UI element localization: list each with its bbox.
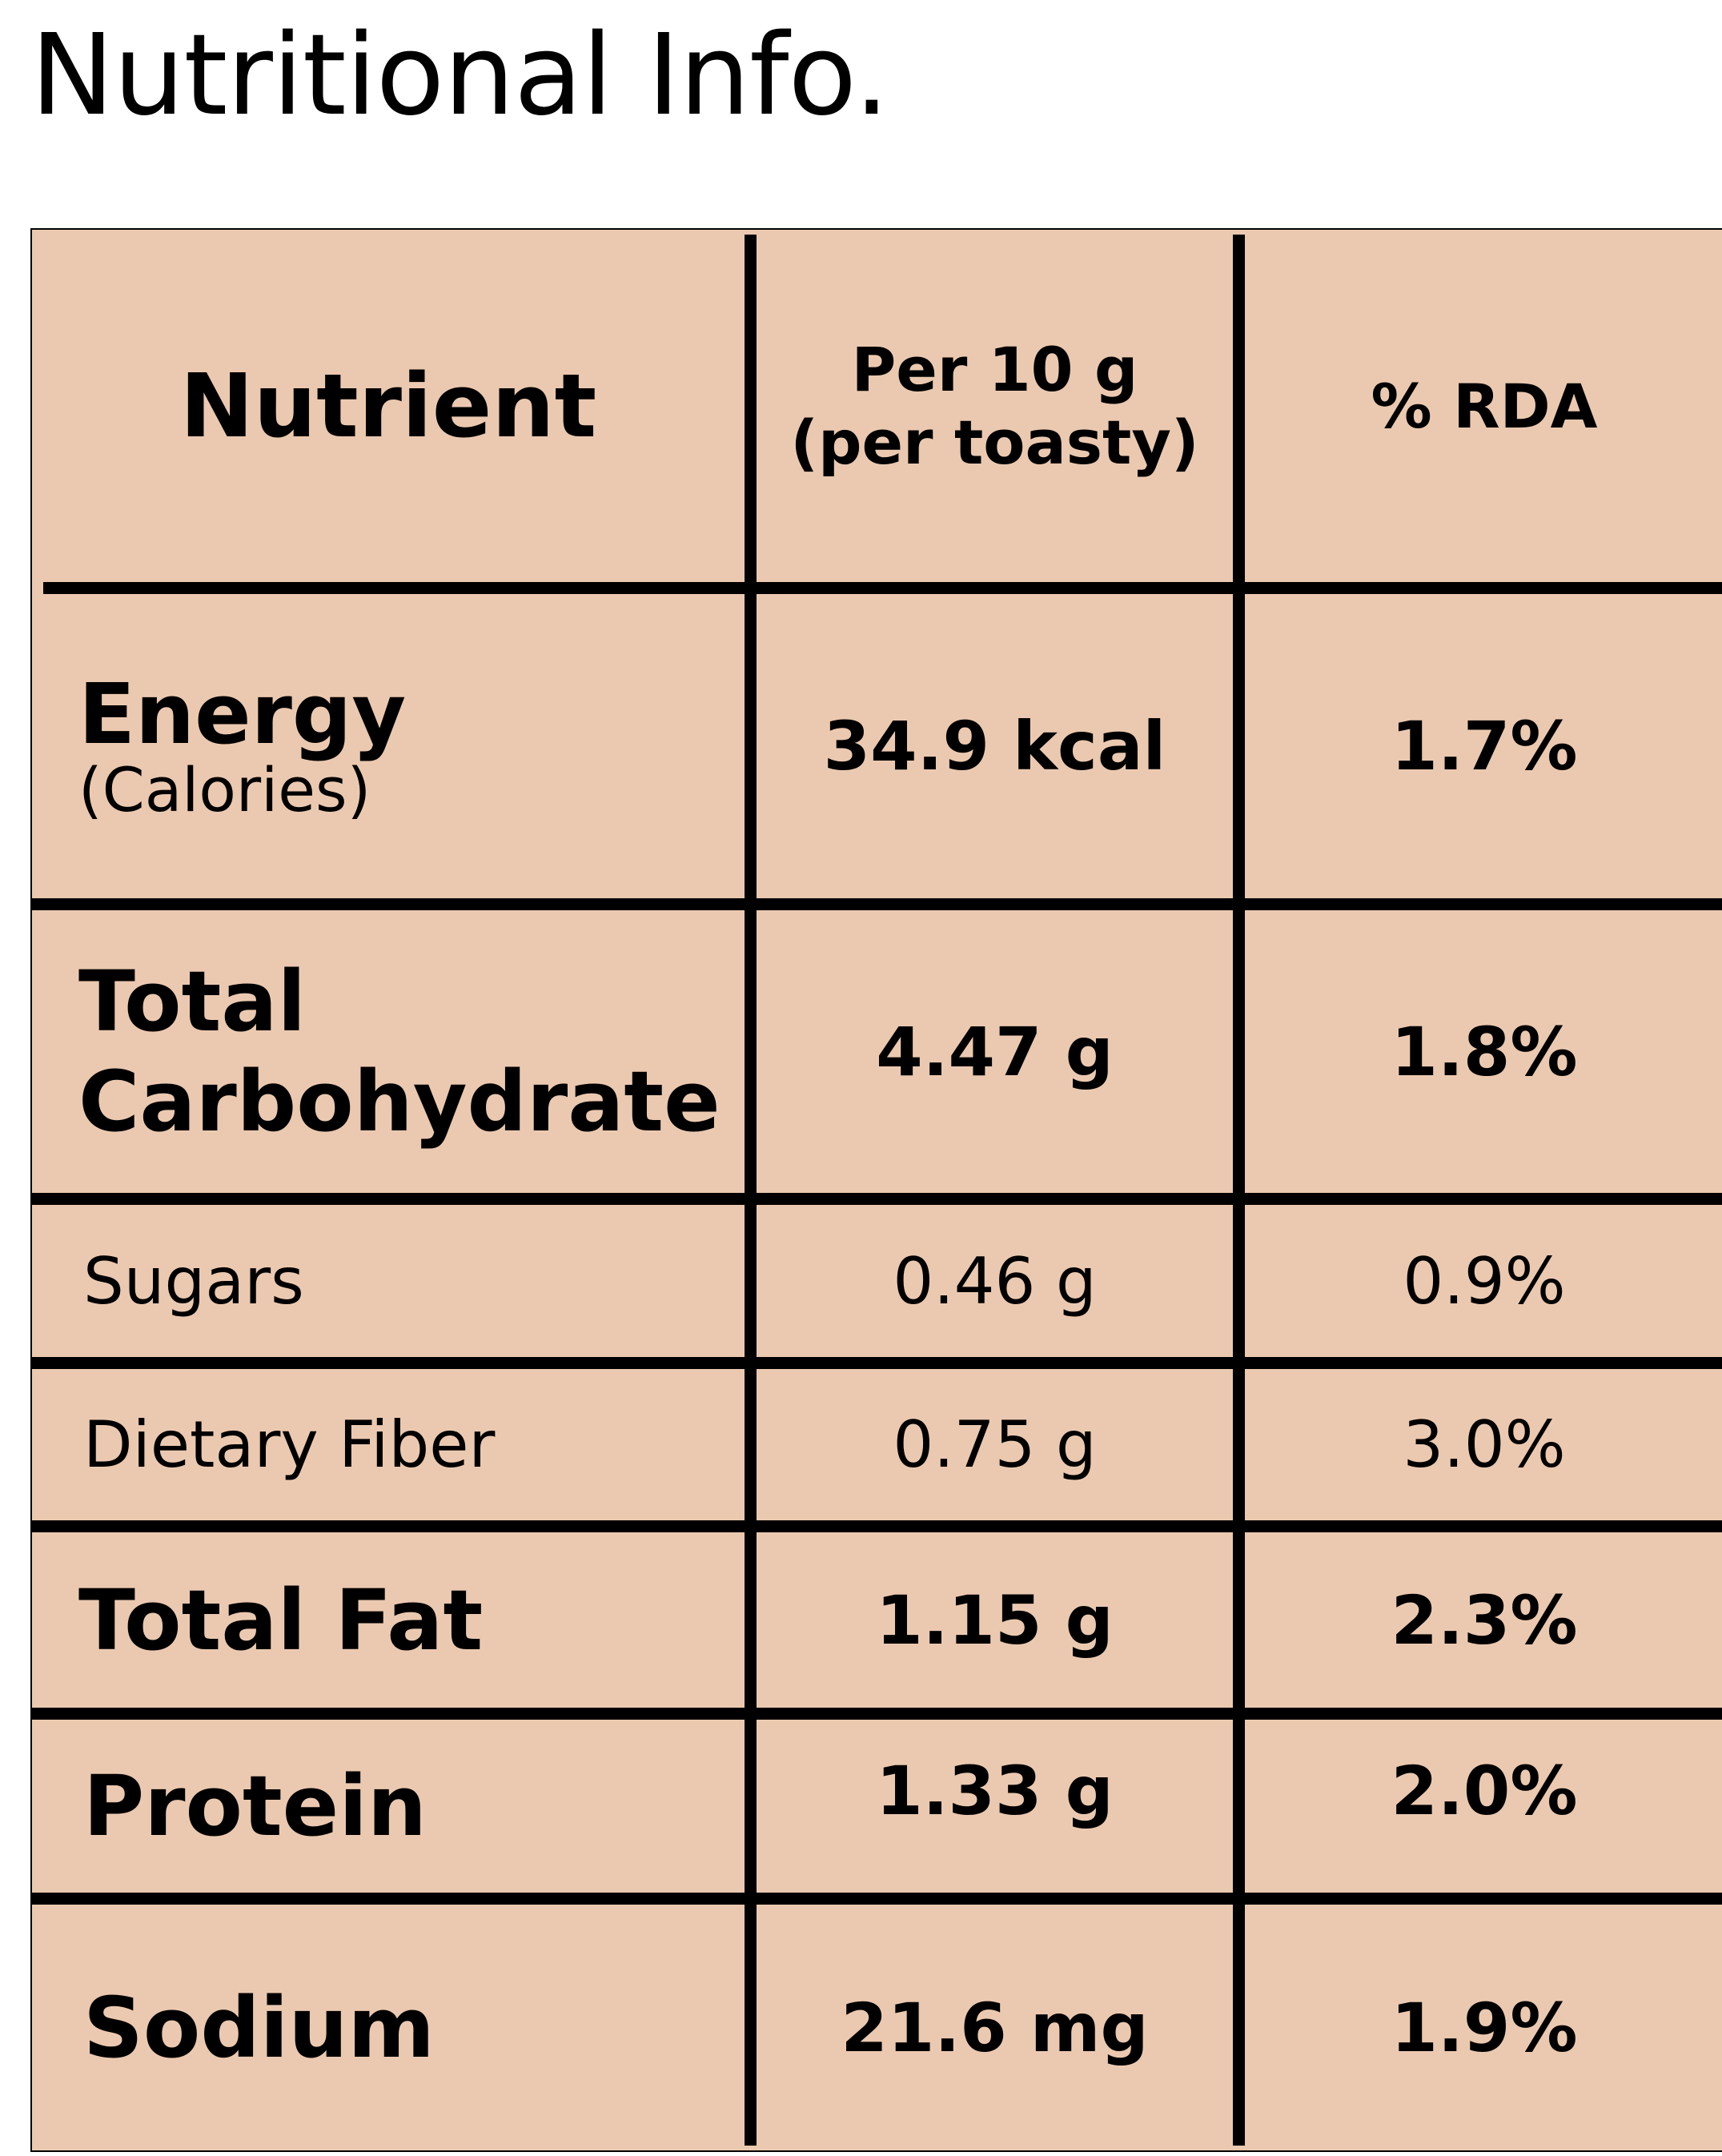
table-row-carbohydrate-rda: 1.8% xyxy=(1245,910,1722,1193)
table-row-fiber-name: Dietary Fiber xyxy=(32,1369,745,1520)
row-divider xyxy=(32,1708,1722,1720)
table-row-sugars-name: Sugars xyxy=(32,1205,745,1357)
table-row-sodium-rda: 1.9% xyxy=(1245,1905,1722,2150)
nutrient-name: Dietary Fiber xyxy=(83,1407,496,1482)
table-row-fat-name: Total Fat xyxy=(32,1532,745,1708)
per-value: 21.6 mg xyxy=(841,1988,1149,2067)
nutrient-name: Total Fat xyxy=(78,1571,484,1669)
column-divider xyxy=(745,235,757,2146)
table-row-sugars-per: 0.46 g xyxy=(757,1205,1233,1357)
table-row-sodium-per: 21.6 mg xyxy=(757,1905,1233,2150)
nutrient-name: Sugars xyxy=(83,1243,304,1319)
row-divider xyxy=(32,1520,1722,1532)
rda-value: 2.3% xyxy=(1391,1580,1578,1660)
nutrition-table: Nutrient Per 10 g (per toasty) % RDA Ene… xyxy=(30,228,1722,2152)
table-row-energy-per: 34.9 kcal xyxy=(757,594,1233,898)
rda-value: 2.0% xyxy=(1391,1752,1578,1830)
nutrient-name: Protein xyxy=(83,1757,427,1855)
per-value: 1.15 g xyxy=(876,1580,1114,1660)
table-row-energy-rda: 1.7% xyxy=(1245,594,1722,898)
table-row-sugars-rda: 0.9% xyxy=(1245,1205,1722,1357)
table-row-fiber-rda: 3.0% xyxy=(1245,1369,1722,1520)
row-divider xyxy=(32,898,1722,910)
rda-value: 3.0% xyxy=(1403,1407,1566,1482)
header-per-serving: Per 10 g (per toasty) xyxy=(757,230,1233,582)
per-value: 0.75 g xyxy=(893,1407,1097,1482)
header-per-line1: Per 10 g xyxy=(851,333,1138,405)
header-per-line2: (per toasty) xyxy=(790,407,1199,478)
per-value: 34.9 kcal xyxy=(823,707,1166,785)
rda-value: 0.9% xyxy=(1403,1243,1566,1319)
rda-value: 1.9% xyxy=(1391,1988,1578,2067)
page-title: Nutritional Info. xyxy=(30,10,889,141)
header-rda: % RDA xyxy=(1245,230,1722,582)
per-value: 4.47 g xyxy=(876,1012,1114,1091)
table-row-energy-name: Energy (Calories) xyxy=(32,594,745,898)
per-value: 0.46 g xyxy=(893,1243,1097,1319)
table-row-fat-per: 1.15 g xyxy=(757,1532,1233,1708)
row-divider xyxy=(43,582,1722,594)
table-row-protein-rda: 2.0% xyxy=(1245,1720,1722,1893)
row-divider xyxy=(32,1193,1722,1205)
table-row-fat-rda: 2.3% xyxy=(1245,1532,1722,1708)
nutrient-name-line2: Carbohydrate xyxy=(78,1052,721,1150)
header-nutrient-label: Nutrient xyxy=(179,355,597,457)
nutrient-subname: (Calories) xyxy=(78,753,371,825)
column-divider xyxy=(1233,235,1245,2146)
header-rda-label: % RDA xyxy=(1371,370,1598,442)
table-row-sodium-name: Sodium xyxy=(32,1905,745,2150)
row-divider xyxy=(32,1357,1722,1369)
rda-value: 1.7% xyxy=(1391,707,1578,785)
rda-value: 1.8% xyxy=(1391,1012,1578,1091)
header-nutrient: Nutrient xyxy=(32,230,745,582)
table-row-carbohydrate-name: Total Carbohydrate xyxy=(32,910,745,1193)
nutrient-name: Sodium xyxy=(83,1978,435,2077)
row-divider xyxy=(32,1893,1722,1905)
table-row-protein-per: 1.33 g xyxy=(757,1720,1233,1893)
nutrient-name-line1: Total xyxy=(78,952,307,1050)
table-row-protein-name: Protein xyxy=(32,1720,745,1893)
nutrient-name: Energy xyxy=(78,664,407,763)
table-row-fiber-per: 0.75 g xyxy=(757,1369,1233,1520)
per-value: 1.33 g xyxy=(876,1752,1114,1830)
table-row-carbohydrate-per: 4.47 g xyxy=(757,910,1233,1193)
